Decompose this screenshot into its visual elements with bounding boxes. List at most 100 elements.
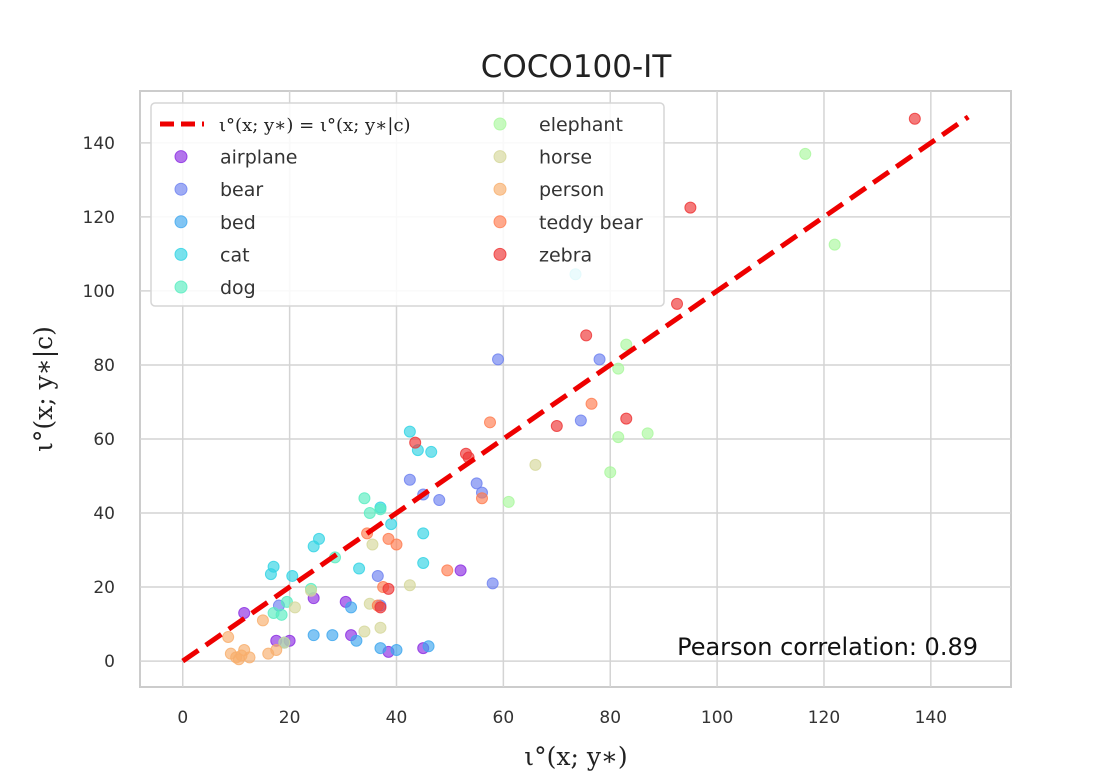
x-tick-label: 0 [177,708,188,728]
data-point-bear [403,473,416,486]
legend-label: person [539,179,604,201]
data-point-bear [492,353,505,366]
data-point-dog [358,492,371,505]
legend-label: bed [220,212,256,234]
data-point-teddy-bear [475,492,488,505]
data-point-airplane [238,606,251,619]
data-point-teddy-bear [585,397,598,410]
x-tick-labels: 0 20 40 60 80 100 120 140 [177,708,947,728]
data-point-dog [275,608,288,621]
data-point-cat [425,445,438,458]
x-axis-label: ι°(x; y∗) [524,742,627,771]
legend-marker-elephant [493,117,507,131]
legend-marker-bear [174,182,188,196]
data-point-bed [374,642,387,655]
legend-label: bear [220,179,263,201]
legend-items: airplane bear bed cat dog elephant horse person… [174,114,643,299]
data-point-horse [403,579,416,592]
data-point-horse [304,584,317,597]
data-point-bear [371,569,384,582]
legend-label: horse [539,147,592,169]
data-point-zebra [580,329,593,342]
legend-label: cat [220,244,250,266]
legend-marker-cat [174,247,188,261]
y-tick-label: 60 [93,430,115,450]
y-axis-label: ι°(x; y∗|c) [29,326,59,452]
data-point-bed [390,643,403,656]
data-point-cat [417,527,430,540]
legend-marker-horse [493,150,507,164]
data-point-horse [278,636,291,649]
data-point-person [256,614,269,627]
data-point-person [222,631,235,644]
legend-marker-bed [174,215,188,229]
data-point-cat [286,569,299,582]
data-point-cat [385,518,398,531]
data-point-elephant [641,427,654,440]
data-point-bed [307,629,320,642]
data-point-horse [529,458,542,471]
data-point-dog [374,503,387,516]
data-point-horse [374,621,387,634]
y-tick-labels: 0 20 40 60 80 100 120 140 [83,134,115,672]
data-point-bear [593,353,606,366]
legend-marker-airplane [174,150,188,164]
data-point-teddy-bear [484,416,497,429]
y-tick-label: 20 [93,578,115,598]
y-tick-label: 140 [83,134,115,154]
data-point-horse [366,538,379,551]
legend-marker-teddy-bear [493,215,507,229]
y-tick-label: 120 [83,208,115,228]
data-point-zebra [684,201,697,214]
data-point-elephant [604,466,617,479]
data-point-cat [403,425,416,438]
legend-box [150,102,665,307]
legend-marker-zebra [493,247,507,261]
data-point-elephant [620,338,633,351]
data-point-elephant [612,362,625,375]
x-tick-label: 100 [701,708,733,728]
legend-marker-dog [174,280,188,294]
legend-label: zebra [539,244,592,266]
data-point-bear [574,414,587,427]
y-tick-label: 40 [93,504,115,524]
data-points [222,112,921,666]
data-point-person [270,643,283,656]
legend-label: dog [220,277,256,299]
data-point-cat [267,560,280,573]
reference-line [181,114,970,664]
legend-label: elephant [539,114,623,136]
data-point-zebra [382,582,395,595]
data-point-bed [326,629,339,642]
y-tick-label: 0 [104,652,115,672]
data-point-cat [417,556,430,569]
x-tick-label: 140 [915,708,947,728]
data-point-zebra [374,601,387,614]
data-point-horse [288,601,301,614]
data-point-airplane [454,564,467,577]
y-tick-label: 100 [83,282,115,302]
data-point-elephant [612,431,625,444]
data-point-cat [313,532,326,545]
pearson-annotation: Pearson correlation: 0.89 [677,633,978,661]
data-point-zebra [671,297,684,310]
data-point-cat [353,562,366,575]
data-point-bed [345,601,358,614]
data-point-teddy-bear [441,564,454,577]
data-point-zebra [409,436,422,449]
data-point-zebra [620,412,633,425]
x-tick-label: 120 [808,708,840,728]
data-point-bed [350,634,363,647]
data-point-zebra [908,112,921,125]
legend-marker-person [493,182,507,196]
x-tick-label: 60 [493,708,515,728]
data-point-person [243,651,256,664]
chart-title: COCO100-IT [481,49,673,85]
data-point-elephant [799,147,812,160]
legend-label: airplane [220,147,297,169]
data-point-bear [470,477,483,490]
data-point-teddy-bear [390,538,403,551]
legend-label: teddy bear [539,212,643,234]
x-tick-label: 20 [279,708,301,728]
